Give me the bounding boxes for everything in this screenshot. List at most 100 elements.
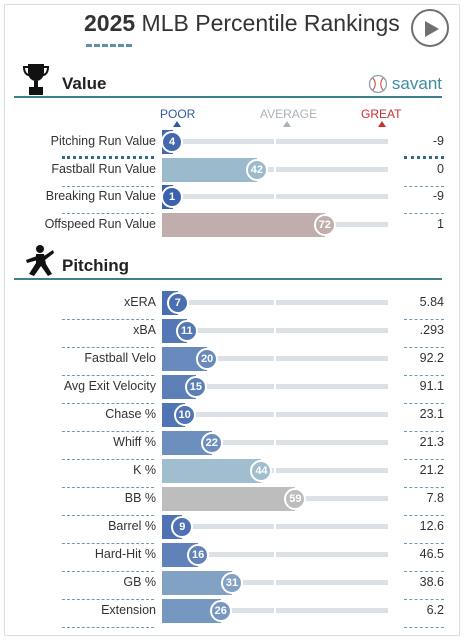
percentile-row[interactable]: Avg Exit Velocity 15 91.1 — [0, 373, 464, 404]
page-frame — [4, 4, 460, 636]
savant-logo[interactable]: savant — [368, 74, 442, 94]
scale-great-arrow — [378, 121, 386, 127]
percentile-bubble: 10 — [173, 404, 196, 426]
metric-label: Barrel % — [108, 519, 156, 533]
percentile-row[interactable]: K % 44 21.2 — [0, 457, 464, 488]
percentile-row[interactable]: BB % 59 7.8 — [0, 485, 464, 516]
metric-label: Fastball Run Value — [51, 161, 156, 176]
metric-label: Hard-Hit % — [94, 547, 156, 561]
metric-label: xERA — [124, 295, 156, 309]
percentile-row[interactable]: Offspeed Run Value 72 1 — [0, 211, 464, 239]
row-divider-right — [404, 185, 444, 187]
percentile-row[interactable]: GB % 31 38.6 — [0, 569, 464, 600]
row-divider-right — [404, 627, 444, 628]
row-divider-right — [404, 347, 444, 348]
row-divider-right — [404, 431, 444, 432]
percentile-bubble: 20 — [196, 348, 219, 370]
percentile-bubble: 22 — [200, 432, 223, 454]
metric-value: 21.3 — [419, 435, 444, 449]
percentile-bar — [162, 157, 257, 182]
play-button[interactable] — [411, 9, 449, 47]
scale-average-arrow — [283, 121, 291, 127]
metric-value: 12.6 — [419, 519, 444, 533]
metric-label: xBA — [133, 323, 156, 337]
track-midpoint — [274, 166, 276, 172]
metric-value: .293 — [419, 323, 444, 337]
row-divider-right — [404, 515, 444, 516]
metric-label: GB % — [123, 575, 156, 589]
percentile-row[interactable]: Hard-Hit % 16 46.5 — [0, 541, 464, 572]
scale-poor-label: POOR — [160, 107, 196, 121]
metric-label: Pitching Run Value — [50, 134, 156, 148]
percentile-row[interactable]: Whiff % 22 21.3 — [0, 429, 464, 460]
metric-value: 38.6 — [419, 575, 444, 589]
metric-label: K % — [133, 463, 156, 477]
row-divider-left — [62, 319, 154, 320]
percentile-bubble: 26 — [209, 600, 232, 622]
row-divider-left — [62, 543, 154, 544]
title-underline — [86, 44, 132, 47]
metric-value: 46.5 — [419, 547, 444, 561]
track-midpoint — [274, 468, 276, 473]
track-midpoint — [274, 440, 276, 445]
percentile-row[interactable]: Fastball Velo 20 92.2 — [0, 345, 464, 376]
percentile-row[interactable]: Breaking Run Value 1 -9 — [0, 183, 464, 214]
value-section-header: Value savant — [14, 64, 442, 98]
metric-value: -9 — [432, 189, 444, 203]
percentile-bubble: 7 — [166, 292, 189, 314]
percentile-row[interactable]: Pitching Run Value 4 -9 — [0, 128, 464, 159]
percentile-bar — [162, 487, 296, 511]
row-divider-left — [62, 627, 154, 628]
baseball-icon — [368, 74, 388, 94]
value-section-label: Value — [62, 74, 107, 93]
percentile-bubble: 15 — [184, 376, 207, 398]
metric-value: 0 — [437, 161, 444, 176]
track-midpoint — [274, 194, 276, 199]
metric-label: Chase % — [105, 407, 156, 421]
metric-label: Offspeed Run Value — [44, 216, 156, 231]
percentile-row[interactable]: Chase % 10 23.1 — [0, 401, 464, 432]
trophy-icon — [22, 64, 50, 95]
row-divider-right — [404, 543, 444, 544]
metric-label: Whiff % — [113, 435, 156, 449]
row-divider-right — [404, 487, 444, 488]
metric-value: 91.1 — [419, 379, 444, 393]
metric-value: 1 — [437, 216, 444, 231]
row-divider-left — [62, 515, 154, 516]
row-divider-right — [404, 599, 444, 600]
percentile-bubble: 31 — [221, 572, 244, 594]
pitcher-icon — [26, 245, 54, 276]
row-divider-right — [404, 459, 444, 460]
percentile-row[interactable]: Fastball Run Value 42 0 — [0, 156, 464, 187]
track-midpoint — [274, 300, 276, 305]
metric-value: 23.1 — [419, 407, 444, 421]
percentile-row[interactable]: Extension 26 6.2 — [0, 597, 464, 628]
percentile-row[interactable]: xERA 7 5.84 — [0, 289, 464, 320]
percentile-row[interactable]: Barrel % 9 12.6 — [0, 513, 464, 544]
percentile-bubble: 4 — [161, 131, 183, 153]
row-divider-right — [404, 319, 444, 320]
percentile-bubble: 59 — [284, 488, 307, 510]
pitching-section-header: Pitching — [14, 245, 442, 280]
row-divider-left — [62, 487, 154, 488]
scale-average-label: AVERAGE — [260, 107, 318, 121]
percentile-row[interactable]: xBA 11 .293 — [0, 317, 464, 348]
track-midpoint — [274, 384, 276, 389]
metric-value: -9 — [432, 134, 444, 148]
track-midpoint — [274, 356, 276, 361]
metric-value: 21.2 — [419, 463, 444, 477]
percentile-bubble: 44 — [250, 460, 273, 482]
percentile-bubble: 11 — [175, 320, 198, 342]
track-midpoint — [274, 552, 276, 557]
row-divider-left — [62, 347, 154, 348]
pitching-section-rule — [14, 278, 442, 280]
title-text: MLB Percentile Rankings — [135, 10, 400, 36]
row-divider-left — [62, 156, 154, 159]
row-divider-right — [404, 403, 444, 404]
track-midpoint — [274, 524, 276, 529]
percentile-bubble: 72 — [313, 213, 336, 236]
row-divider-left — [62, 185, 154, 187]
metric-label: Extension — [101, 603, 156, 617]
row-divider-left — [62, 431, 154, 432]
title-year: 2025 — [84, 10, 136, 36]
